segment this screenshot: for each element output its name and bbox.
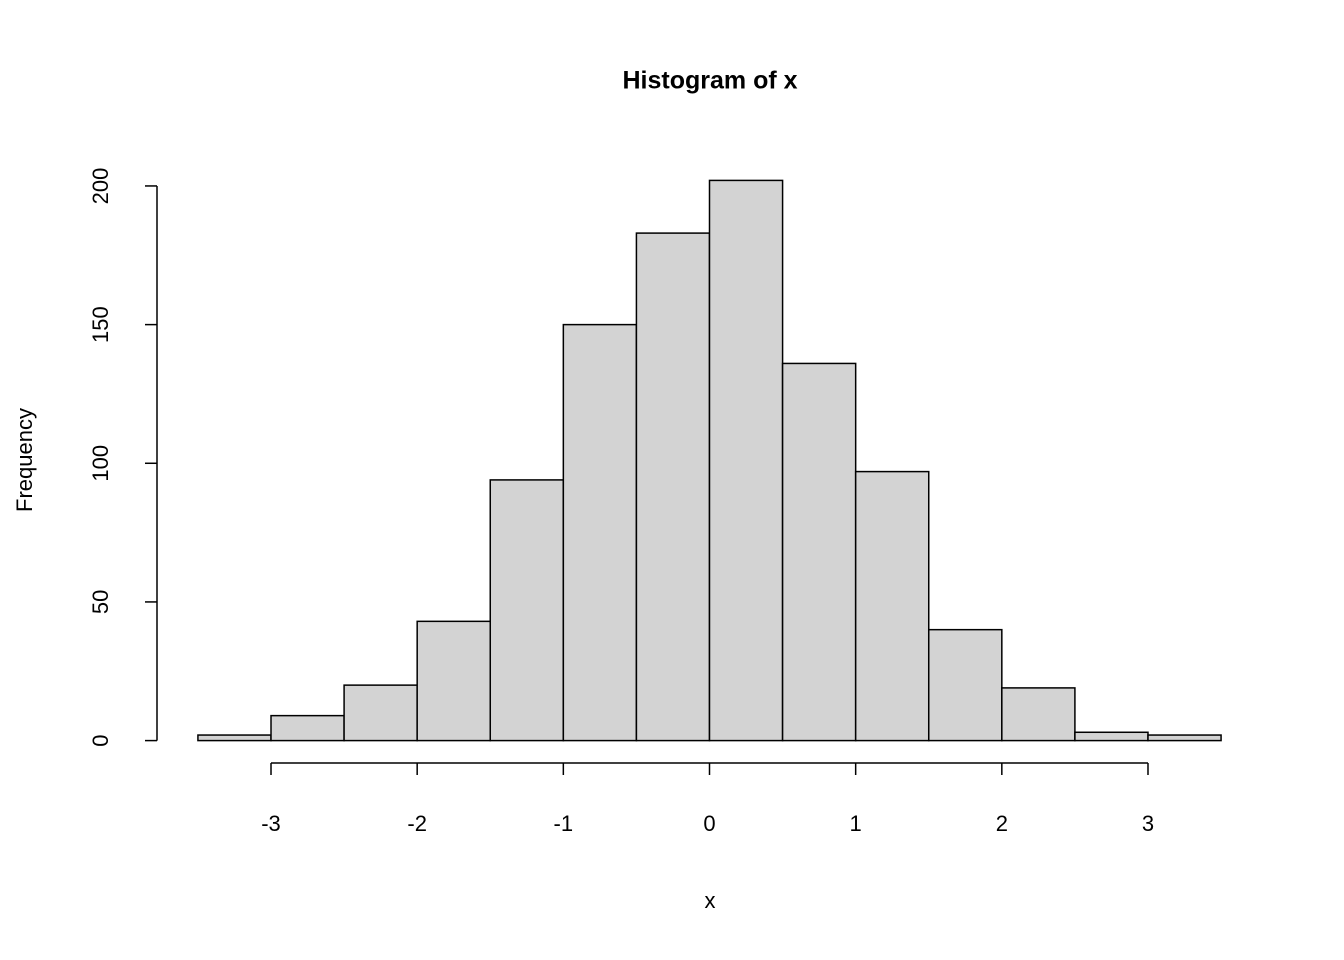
histogram-bar	[854, 470, 930, 742]
histogram-bar	[708, 179, 784, 742]
x-tick-label: 1	[850, 811, 862, 836]
x-tick-label: 2	[996, 811, 1008, 836]
y-tick-label: 150	[88, 306, 113, 343]
y-tick-label: 200	[88, 168, 113, 205]
histogram-bar	[270, 714, 345, 742]
y-tick-label: 0	[88, 734, 113, 746]
histogram-bar	[1147, 734, 1222, 742]
histogram-bar	[343, 684, 418, 742]
y-tick-label: 50	[88, 590, 113, 614]
histogram-bar	[927, 628, 1003, 742]
x-axis-label: x	[705, 888, 716, 913]
x-tick-label: 0	[703, 811, 715, 836]
x-tick-label: -1	[554, 811, 574, 836]
histogram-bar	[489, 479, 565, 742]
y-tick-label: 100	[88, 445, 113, 482]
x-tick-label: -3	[261, 811, 281, 836]
histogram-bar	[635, 232, 711, 742]
x-tick-label: 3	[1142, 811, 1154, 836]
x-tick-label: -2	[407, 811, 427, 836]
chart-title: Histogram of x	[622, 67, 797, 95]
histogram-bar	[1001, 687, 1076, 742]
histogram-bar	[1074, 731, 1149, 742]
histogram-bar	[416, 620, 492, 742]
histogram-bar	[781, 362, 857, 742]
histogram-bar	[197, 734, 272, 742]
y-axis-label: Frequency	[12, 408, 37, 512]
histogram-bar	[562, 323, 638, 742]
